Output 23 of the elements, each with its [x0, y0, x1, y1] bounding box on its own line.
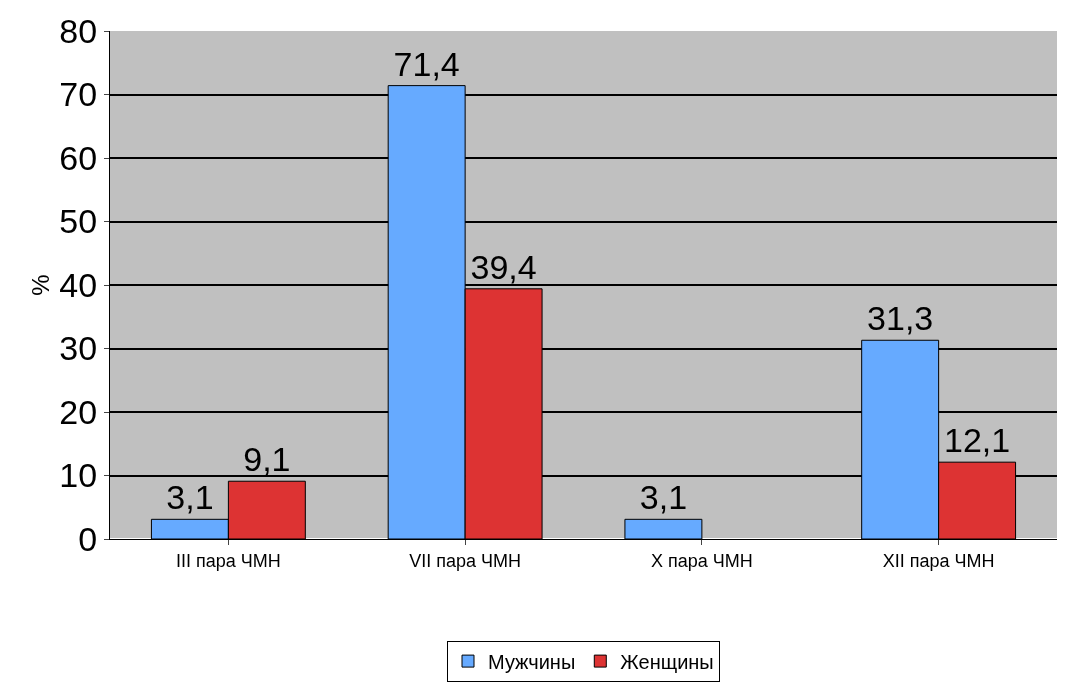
y-tick-label: 50	[59, 202, 98, 241]
y-tick-label: 20	[59, 392, 98, 431]
y-tick-label: 80	[59, 11, 98, 50]
y-tick-label: 60	[59, 138, 98, 177]
x-tick-label: X пара ЧМН	[650, 550, 753, 571]
x-tick-label: VII пара ЧМН	[409, 550, 522, 571]
data-label: 3,1	[166, 478, 214, 517]
y-axis-title: %	[27, 274, 55, 296]
y-tick-label: 70	[59, 75, 98, 114]
y-tick-label: 10	[59, 456, 98, 495]
data-label: 31,3	[867, 299, 934, 338]
legend-label: Мужчины	[488, 650, 576, 673]
x-tick-label: III пара ЧМН	[175, 550, 281, 571]
data-label: 71,4	[393, 44, 460, 83]
y-tick-label: 0	[78, 519, 98, 558]
y-tick-label: 40	[59, 265, 98, 304]
y-tick-label: 30	[59, 329, 98, 368]
data-label: 9,1	[243, 440, 291, 479]
data-label: 3,1	[639, 478, 688, 517]
legend-label: Женщины	[620, 650, 714, 673]
x-tick-label: XII пара ЧМН	[882, 550, 995, 571]
data-label: 12,1	[944, 421, 1011, 460]
data-label: 39,4	[470, 247, 537, 286]
